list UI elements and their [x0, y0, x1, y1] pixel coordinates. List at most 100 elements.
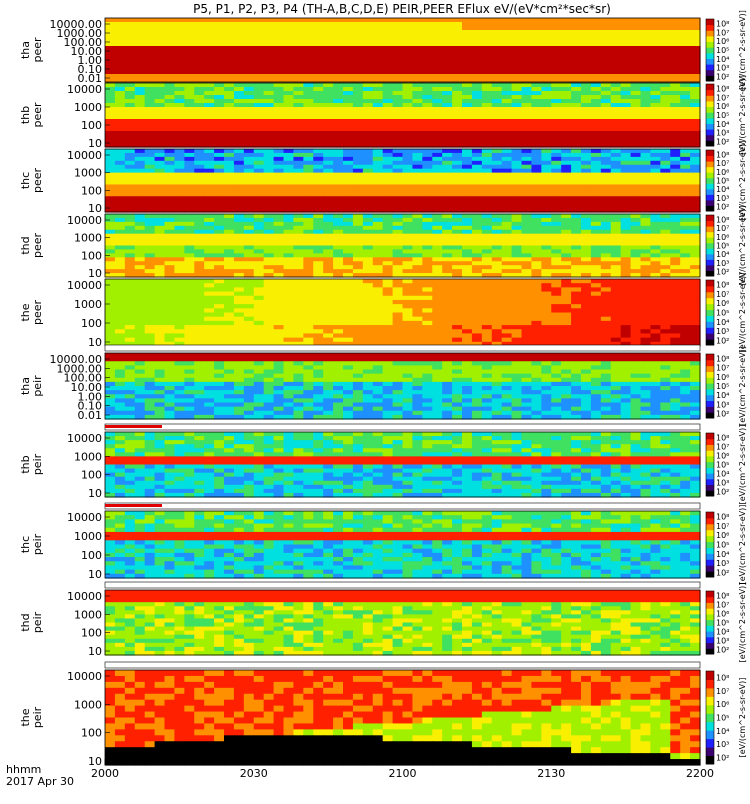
heatmap-cell	[125, 242, 136, 247]
heatmap-cell	[105, 161, 116, 166]
heatmap-cell	[462, 74, 473, 79]
heatmap-cell	[442, 313, 453, 318]
heatmap-cell	[244, 127, 255, 132]
heatmap-cell	[680, 196, 691, 201]
heatmap-cell	[522, 242, 533, 247]
heatmap-cell	[284, 26, 295, 31]
heatmap-cell	[264, 50, 275, 55]
heatmap-cell	[293, 325, 304, 330]
heatmap-cell	[145, 196, 156, 201]
heatmap-cell	[502, 249, 513, 254]
heatmap-cell	[264, 253, 275, 258]
heatmap-cell	[204, 139, 215, 144]
heatmap-cell	[601, 329, 612, 334]
heatmap-cell	[383, 62, 394, 67]
heatmap-cell	[512, 333, 523, 338]
heatmap-cell	[244, 222, 255, 227]
heatmap-cell	[393, 173, 404, 178]
heatmap-cell	[591, 177, 602, 182]
colorbar-segment	[706, 339, 714, 345]
heatmap-cell	[165, 196, 176, 201]
heatmap-cell	[492, 18, 503, 23]
heatmap-cell	[194, 181, 205, 186]
heatmap-cell	[333, 18, 344, 23]
heatmap-cell	[293, 196, 304, 201]
heatmap-cell	[303, 353, 314, 358]
heatmap-cell	[303, 253, 314, 258]
heatmap-cell	[115, 292, 126, 297]
heatmap-cell	[482, 325, 493, 330]
heatmap-cell	[581, 34, 592, 39]
heatmap-cell	[174, 188, 185, 193]
heatmap-cell	[541, 131, 552, 136]
heatmap-cell	[690, 50, 701, 55]
heatmap-cell	[174, 283, 185, 288]
heatmap-cell	[393, 66, 404, 71]
heatmap-cell	[680, 308, 691, 313]
heatmap-cell	[353, 157, 364, 162]
heatmap-cell	[274, 173, 285, 178]
heatmap-cell	[660, 304, 671, 309]
heatmap-cell	[323, 111, 334, 116]
heatmap-cell	[373, 22, 384, 27]
heatmap-cell	[541, 283, 552, 288]
colorbar-segment	[706, 172, 714, 178]
heatmap-cell	[254, 66, 265, 71]
heatmap-cell	[641, 287, 652, 292]
heatmap-cell	[531, 200, 542, 205]
heatmap-cell	[522, 42, 533, 47]
heatmap-cell	[403, 283, 414, 288]
heatmap-cell	[670, 238, 681, 243]
colorbar-segment	[706, 226, 714, 232]
heatmap-cell	[264, 230, 275, 235]
heatmap-cell	[452, 95, 463, 100]
heatmap-cell	[254, 139, 265, 144]
heatmap-cell	[363, 321, 374, 326]
heatmap-cell	[145, 283, 156, 288]
heatmap-cell	[432, 95, 443, 100]
heatmap-cell	[293, 103, 304, 108]
heatmap-cell	[551, 74, 562, 79]
heatmap-cell	[492, 218, 503, 223]
heatmap-cell	[412, 222, 423, 227]
heatmap-cell	[343, 95, 354, 100]
heatmap-cell	[373, 292, 384, 297]
heatmap-cell	[105, 66, 116, 71]
heatmap-cell	[393, 257, 404, 262]
heatmap-cell	[274, 181, 285, 186]
heatmap-cell	[274, 135, 285, 140]
heatmap-cell	[650, 300, 661, 305]
heatmap-cell	[601, 38, 612, 43]
heatmap-cell	[115, 296, 126, 301]
heatmap-cell	[680, 222, 691, 227]
heatmap-cell	[165, 279, 176, 284]
heatmap-cell	[194, 287, 205, 292]
heatmap-cell	[611, 253, 622, 258]
heatmap-cell	[274, 131, 285, 136]
heatmap-cell	[194, 222, 205, 227]
heatmap-cell	[214, 50, 225, 55]
heatmap-cell	[214, 99, 225, 104]
heatmap-cell	[631, 181, 642, 186]
heatmap-cell	[512, 139, 523, 144]
heatmap-cell	[512, 313, 523, 318]
heatmap-cell	[680, 313, 691, 318]
heatmap-cell	[660, 54, 671, 59]
heatmap-cell	[264, 42, 275, 47]
heatmap-cell	[690, 135, 701, 140]
heatmap-cell	[373, 58, 384, 63]
heatmap-cell	[343, 222, 354, 227]
heatmap-cell	[125, 74, 136, 79]
heatmap-cell	[115, 34, 126, 39]
heatmap-cell	[214, 338, 225, 343]
heatmap-cell	[115, 99, 126, 104]
heatmap-cell	[631, 269, 642, 274]
heatmap-cell	[224, 218, 235, 223]
heatmap-cell	[125, 218, 136, 223]
heatmap-cell	[145, 181, 156, 186]
heatmap-cell	[571, 115, 582, 120]
heatmap-cell	[621, 131, 632, 136]
heatmap-cell	[393, 246, 404, 251]
heatmap-cell	[551, 123, 562, 128]
heatmap-cell	[541, 300, 552, 305]
